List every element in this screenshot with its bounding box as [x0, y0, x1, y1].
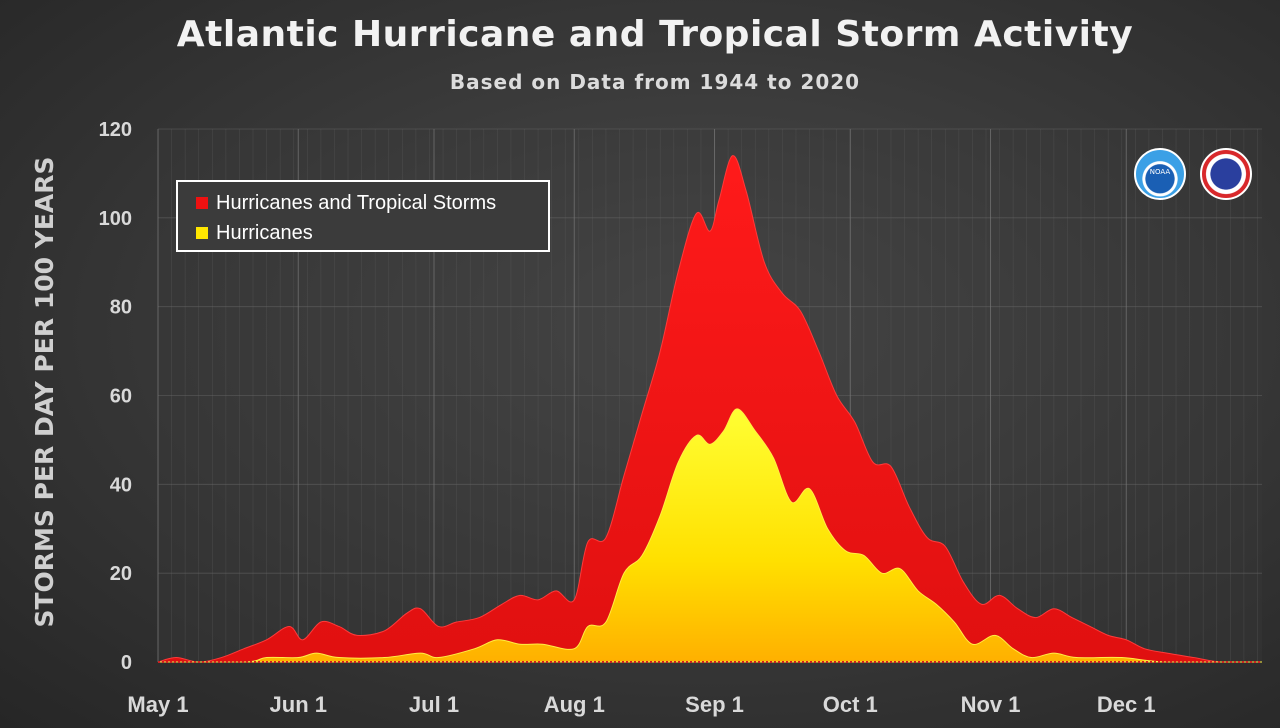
legend: Hurricanes and Tropical Storms Hurricane…: [176, 180, 550, 252]
legend-item-hurricanes: Hurricanes: [196, 218, 548, 248]
y-tick-label: 20: [110, 563, 132, 585]
x-tick-label: Jul 1: [409, 692, 459, 717]
x-tick-label: Sep 1: [685, 692, 744, 717]
legend-swatch-storms: [196, 197, 208, 209]
legend-swatch-hurricanes: [196, 227, 208, 239]
x-tick-label: Nov 1: [961, 692, 1021, 717]
chart-title: Atlantic Hurricane and Tropical Storm Ac…: [176, 14, 1134, 55]
nws-logo-icon: [1200, 148, 1252, 200]
y-tick-label: 40: [110, 474, 132, 496]
x-tick-label: Oct 1: [823, 692, 878, 717]
y-tick-label: 80: [110, 297, 132, 319]
x-tick-label: Aug 1: [544, 692, 605, 717]
noaa-logo-icon: NOAA: [1134, 148, 1186, 200]
legend-item-storms: Hurricanes and Tropical Storms: [196, 188, 548, 218]
legend-label-storms: Hurricanes and Tropical Storms: [216, 191, 497, 214]
x-tick-label: May 1: [127, 692, 188, 717]
y-tick-label: 120: [99, 119, 132, 141]
series-area-storms: [157, 155, 1262, 663]
y-tick-label: 60: [110, 386, 132, 408]
series-area-hurricanes: [158, 408, 1262, 663]
legend-label-hurricanes: Hurricanes: [216, 221, 313, 244]
chart-subtitle: Based on Data from 1944 to 2020: [449, 70, 861, 94]
noaa-logo-text: NOAA: [1149, 168, 1171, 176]
y-tick-label: 100: [99, 208, 132, 230]
y-tick-label: 0: [121, 652, 132, 674]
x-tick-label: Jun 1: [270, 692, 327, 717]
x-tick-label: Dec 1: [1097, 692, 1156, 717]
